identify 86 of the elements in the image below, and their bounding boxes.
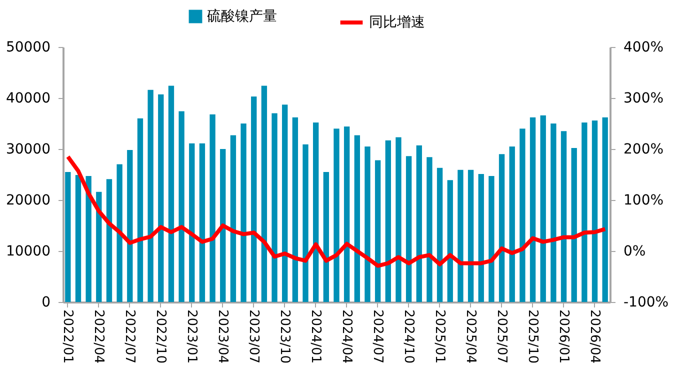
bar xyxy=(582,122,588,302)
bar xyxy=(251,96,257,302)
bar xyxy=(498,154,505,302)
bar xyxy=(468,170,474,302)
bar xyxy=(509,146,515,302)
bar xyxy=(189,143,195,302)
bar xyxy=(158,94,164,302)
bar xyxy=(137,118,144,302)
bar xyxy=(75,175,82,302)
bar xyxy=(416,145,422,302)
bar xyxy=(540,115,546,302)
y2-tick-label: 0% xyxy=(624,244,646,260)
bar xyxy=(488,176,494,302)
bar xyxy=(148,90,154,302)
bar xyxy=(406,156,412,302)
bar xyxy=(86,176,92,302)
y2-tick-label: 400% xyxy=(624,40,664,56)
bar xyxy=(344,126,350,302)
bar xyxy=(313,122,319,302)
y2-tick-label: 200% xyxy=(624,142,664,158)
bar xyxy=(323,172,330,302)
bar xyxy=(282,104,288,302)
x-tick-label: 2024/01 xyxy=(308,310,323,364)
bar xyxy=(436,168,443,302)
bar xyxy=(426,157,432,302)
bar xyxy=(520,128,526,302)
x-tick-label: 2026/01 xyxy=(556,310,571,364)
bar xyxy=(530,117,536,302)
bar xyxy=(364,146,370,302)
x-tick-label: 2025/01 xyxy=(432,310,447,364)
bar xyxy=(354,135,360,302)
bar xyxy=(96,192,102,302)
bar xyxy=(210,114,216,302)
bar xyxy=(127,150,133,302)
bar xyxy=(302,144,308,302)
x-tick-label: 2022/10 xyxy=(152,310,168,364)
x-tick-label: 2024/04 xyxy=(338,310,354,364)
x-tick-label: 2024/07 xyxy=(370,310,385,364)
x-tick-label: 2022/04 xyxy=(90,310,106,364)
bar xyxy=(602,117,608,302)
bar xyxy=(65,172,71,302)
y-tick-label: 20000 xyxy=(6,192,50,208)
bar xyxy=(396,137,402,302)
bar xyxy=(571,148,577,302)
bar xyxy=(550,124,556,302)
bar xyxy=(106,179,112,302)
bar xyxy=(199,143,206,302)
line-series xyxy=(66,154,608,268)
x-tick-label: 2023/04 xyxy=(214,310,230,364)
bar xyxy=(560,131,567,302)
y-tick-label: 50000 xyxy=(6,40,50,56)
bar xyxy=(385,140,391,302)
x-tick-label: 2022/01 xyxy=(60,310,75,364)
x-tick-label: 2022/07 xyxy=(122,310,137,364)
bar xyxy=(334,128,340,302)
x-tick-label: 2024/10 xyxy=(400,310,416,364)
bar xyxy=(592,120,598,302)
bar xyxy=(168,86,174,302)
bar xyxy=(478,174,484,302)
x-tick-label: 2023/07 xyxy=(246,310,261,364)
bar xyxy=(292,117,298,302)
x-tick-label: 2025/04 xyxy=(462,310,478,364)
bar xyxy=(272,113,278,302)
bar xyxy=(240,124,246,302)
bar xyxy=(220,149,226,302)
bar xyxy=(178,111,184,302)
bar xyxy=(447,180,453,302)
y-tick-label: 10000 xyxy=(6,244,50,260)
bar xyxy=(458,170,464,302)
x-tick-label: 2023/01 xyxy=(184,310,199,364)
bar xyxy=(374,160,381,302)
x-tick-label: 2025/07 xyxy=(494,310,509,364)
bar xyxy=(116,164,122,302)
bar xyxy=(230,135,236,302)
x-tick-label: 2023/10 xyxy=(276,310,292,364)
y2-tick-label: 100% xyxy=(624,192,664,208)
y2-tick-label: 300% xyxy=(624,90,664,106)
x-tick-label: 2026/04 xyxy=(586,310,602,364)
y2-tick-label: -100% xyxy=(624,294,669,310)
y-tick-label: 30000 xyxy=(6,142,50,158)
legend-label: 同比增速 xyxy=(369,14,425,30)
legend-label: 硫酸镍产量 xyxy=(207,8,277,24)
x-tick-label: 2025/10 xyxy=(524,310,540,364)
y-tick-label: 0 xyxy=(42,294,50,310)
y-tick-label: 40000 xyxy=(6,90,50,106)
bar xyxy=(261,86,268,302)
